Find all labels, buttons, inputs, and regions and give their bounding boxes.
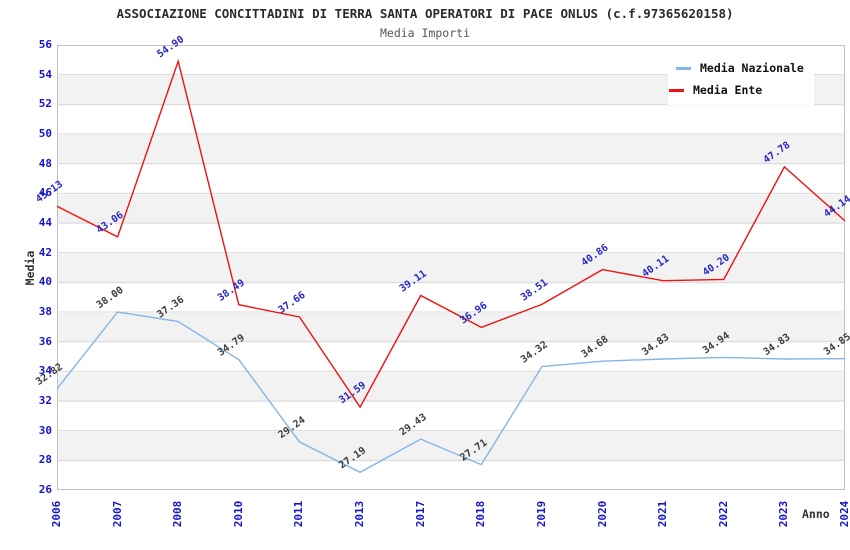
data-label: 40.86 [580,242,611,268]
x-tick-label: 2013 [353,500,367,528]
y-tick-label: 52 [38,97,52,111]
data-label: 34.85 [822,332,850,358]
media-nazionale-swatch-icon [676,66,691,70]
data-label: 38.00 [95,285,126,311]
data-label: 40.11 [640,254,671,280]
data-label: 29.24 [277,415,308,441]
data-label: 38.51 [519,277,550,303]
y-tick-label: 38 [38,305,52,318]
x-tick-label: 2010 [231,500,245,528]
x-tick-label: 2011 [292,500,306,528]
data-label: 34.94 [701,330,732,356]
chart-title: ASSOCIAZIONE CONCITTADINI DI TERRA SANTA… [116,6,734,21]
plot-area [57,45,845,490]
y-tick-label: 40 [38,275,52,289]
y-tick-label: 56 [38,38,52,51]
x-tick-label: 2017 [413,500,427,528]
data-label: 47.78 [761,140,792,166]
x-tick-label: 2022 [716,500,730,528]
data-label: 38.49 [216,278,247,304]
y-tick-label: 54 [38,67,52,81]
data-label: 29.43 [398,412,429,438]
x-tick-label: 2007 [110,500,124,528]
x-tick-label: 2018 [474,500,488,528]
y-tick-label: 46 [38,186,52,200]
legend: Media Nazionale Media Ente [668,53,814,105]
y-tick-label: 32 [38,394,52,407]
y-tick-label: 30 [38,423,52,437]
data-label: 27.19 [337,445,368,471]
y-tick-label: 26 [38,483,52,496]
x-tick-label: 2024 [838,500,850,528]
data-label: 34.83 [640,332,671,358]
legend-item-media-nazionale: Media Nazionale [676,57,814,79]
chart-subtitle: Media Importi [379,26,470,40]
data-label: 44.14 [822,194,850,220]
data-label: 39.11 [398,268,429,294]
x-axis-title: Anno [802,507,830,521]
data-label: 36.96 [458,300,489,326]
data-label: 37.36 [155,294,186,320]
x-tick-label: 2019 [534,500,548,528]
series-line-media-nazionale [56,311,846,474]
data-label: 34.32 [519,339,550,365]
y-tick-label: 48 [38,156,52,170]
legend-label-media-nazionale: Media Nazionale [700,61,804,75]
series-line-media-ente [56,58,846,409]
x-tick-label: 2023 [777,500,791,528]
y-tick-label: 44 [38,216,52,229]
legend-label-media-ente: Media Ente [693,83,763,97]
media-ente-swatch-icon [669,88,684,92]
y-tick-label: 42 [38,245,52,259]
legend-item-media-ente: Media Ente [669,79,814,101]
y-tick-label: 34 [38,364,52,378]
data-label: 34.83 [761,332,792,358]
y-tick-label: 50 [38,127,52,140]
x-tick-label: 2008 [171,500,185,528]
y-axis-title: Media [23,250,37,286]
x-tick-label: 2020 [595,500,609,528]
x-tick-label: 2006 [50,500,63,528]
y-tick-label: 36 [38,334,52,348]
x-tick-label: 2021 [656,500,670,528]
y-tick-label: 28 [38,453,52,467]
data-label: 34.68 [580,334,611,360]
